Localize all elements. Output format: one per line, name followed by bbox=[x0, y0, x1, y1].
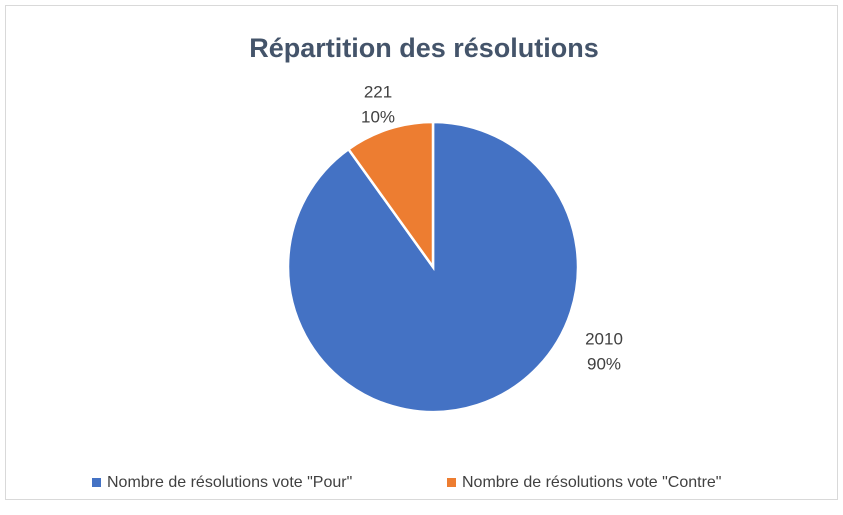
chart-title: Répartition des résolutions bbox=[249, 33, 599, 63]
legend-label: Nombre de résolutions vote "Contre" bbox=[462, 474, 721, 491]
percentage-label: 90% bbox=[587, 354, 621, 373]
legend-swatch bbox=[447, 478, 456, 487]
legend-swatch bbox=[92, 478, 101, 487]
pie-slice bbox=[346, 120, 435, 271]
data-label: 221 bbox=[364, 82, 392, 101]
data-label: 2010 bbox=[585, 329, 623, 348]
percentage-label: 10% bbox=[361, 107, 395, 126]
legend-label: Nombre de résolutions vote "Pour" bbox=[107, 474, 352, 491]
